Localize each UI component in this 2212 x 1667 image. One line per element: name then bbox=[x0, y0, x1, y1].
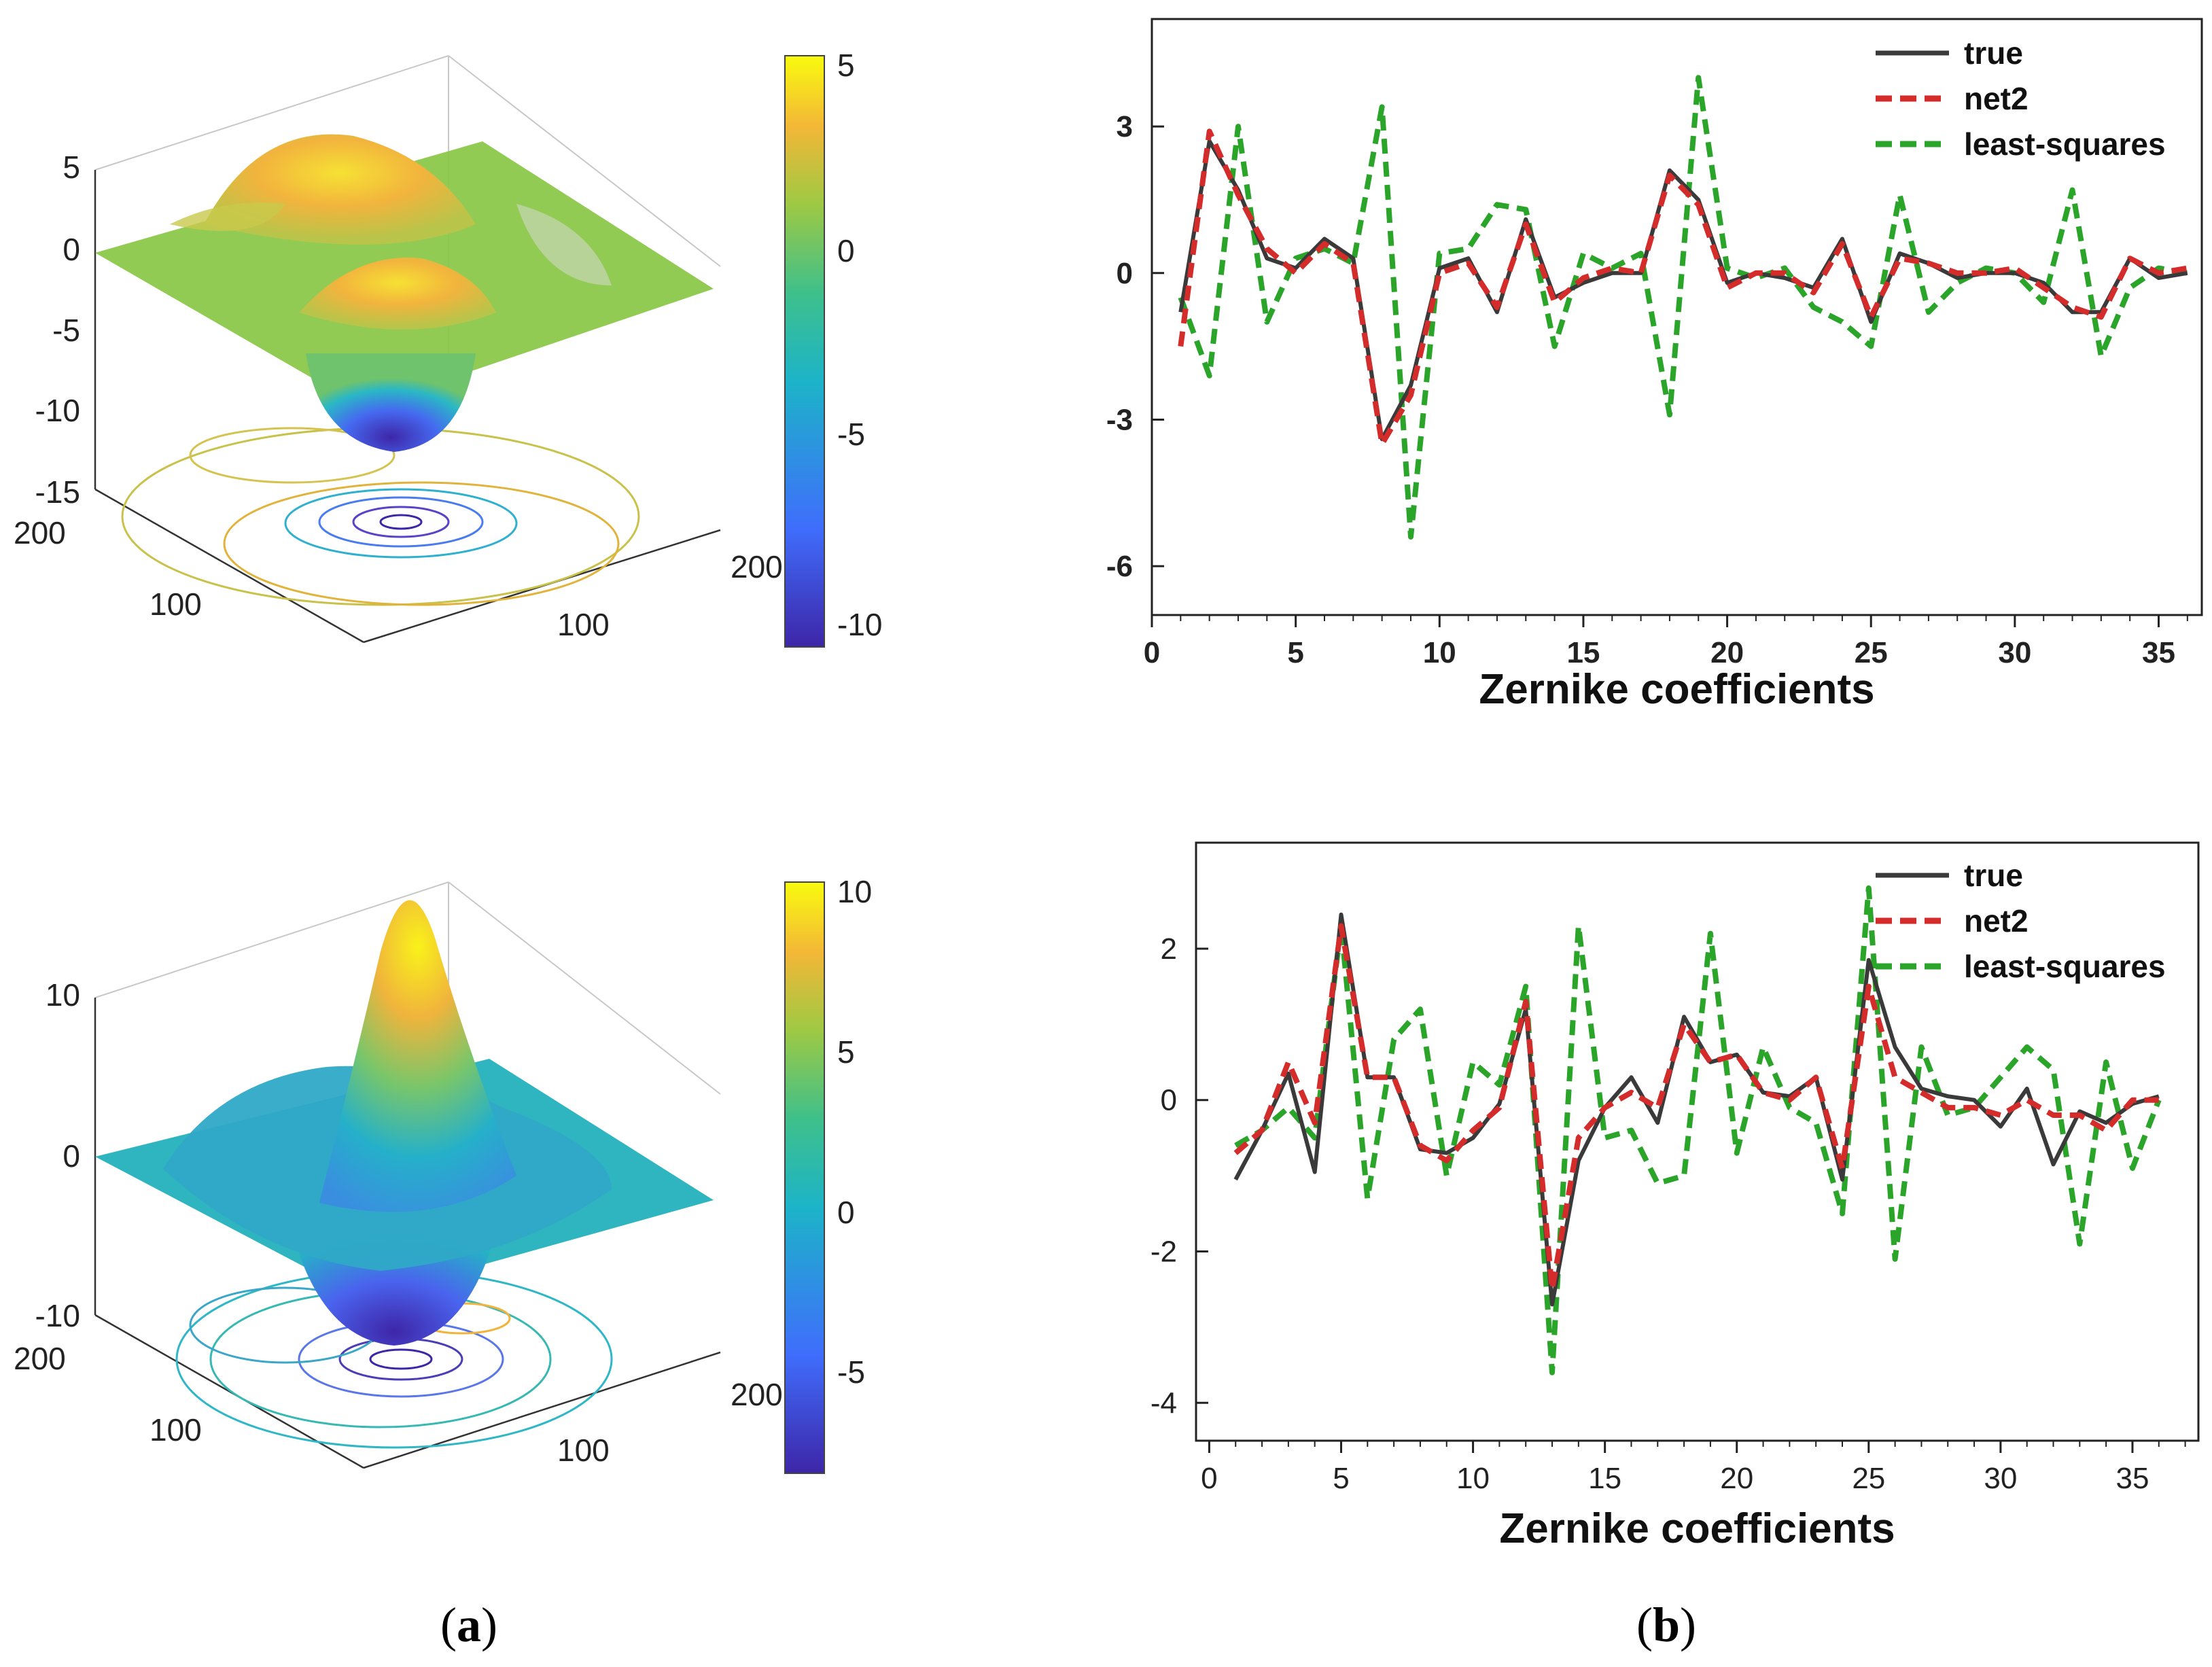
x-tick-label: 5 bbox=[1333, 1462, 1349, 1495]
y-axis-tick: 100 bbox=[150, 586, 202, 622]
z-tick: 0 bbox=[63, 1138, 80, 1174]
series-line-least-squares bbox=[1234, 885, 2162, 1375]
x-tick-label: 10 bbox=[1423, 636, 1456, 669]
x-axis-tick: 100 bbox=[557, 607, 610, 642]
z-tick: 5 bbox=[63, 150, 80, 185]
x-axis-tick: 200 bbox=[731, 549, 783, 584]
x-tick-label: 15 bbox=[1566, 636, 1600, 669]
caption-letter: b bbox=[1652, 1598, 1681, 1652]
y-tick-label: -4 bbox=[1151, 1386, 1177, 1420]
caption-paren: ( bbox=[440, 1598, 457, 1652]
y-tick-label: -2 bbox=[1151, 1235, 1177, 1269]
z-tick: -15 bbox=[35, 474, 80, 510]
z-tick: 10 bbox=[46, 977, 80, 1013]
y-axis-tick: 100 bbox=[150, 1412, 202, 1447]
legend-label-net2: net2 bbox=[1964, 903, 2029, 938]
x-tick-label: 20 bbox=[1710, 636, 1744, 669]
x-tick-label: 25 bbox=[1852, 1462, 1885, 1495]
y-tick-label: -6 bbox=[1106, 550, 1133, 583]
caption-paren: ( bbox=[1636, 1598, 1653, 1652]
caption-letter: a bbox=[456, 1598, 481, 1652]
colorbar-ticks: 5 0 -5 -10 bbox=[837, 48, 882, 642]
legend-label-least-squares: least-squares bbox=[1964, 949, 2166, 984]
y-tick-label: 3 bbox=[1117, 110, 1133, 143]
legend-label-least-squares: least-squares bbox=[1964, 126, 2166, 162]
x-tick-label: 25 bbox=[1855, 636, 1888, 669]
colorbar-tick: -5 bbox=[837, 417, 865, 452]
colorbar-tick: -10 bbox=[837, 607, 882, 642]
z-tick: -10 bbox=[35, 1298, 80, 1333]
z-ticks: 10 0 -10 bbox=[35, 977, 80, 1333]
surface-hump-2 bbox=[299, 258, 496, 330]
x-tick-label: 35 bbox=[2142, 636, 2175, 669]
colorbar bbox=[784, 55, 825, 648]
colorbar-ticks: 10 5 0 -5 bbox=[837, 874, 872, 1390]
z-tick: -5 bbox=[52, 313, 80, 348]
colorbar bbox=[784, 881, 825, 1474]
z-ticks: 5 0 -5 -10 -15 bbox=[35, 150, 80, 510]
surface-bowl bbox=[306, 353, 476, 452]
surface-plot-1: 5 0 -5 -10 -15 200 100 100 200 5 0 -5 -1… bbox=[14, 48, 882, 648]
surface-plot-2: 10 0 -10 200 100 100 200 10 5 0 -5 bbox=[14, 874, 872, 1474]
y-tick-label: 2 bbox=[1161, 932, 1177, 966]
z-tick: 0 bbox=[63, 232, 80, 267]
plot-frame bbox=[1151, 18, 2203, 616]
y-tick-label: -3 bbox=[1106, 403, 1133, 436]
caption-paren: ) bbox=[480, 1598, 497, 1652]
x-tick-label: 30 bbox=[1998, 636, 2031, 669]
x-tick-label: 0 bbox=[1144, 636, 1160, 669]
floor-ticks: 200 100 100 200 bbox=[14, 1341, 783, 1468]
series-line-least-squares bbox=[1178, 75, 2188, 540]
surface-peak bbox=[319, 900, 516, 1212]
series-line-net2 bbox=[1178, 128, 2188, 447]
plot-frame bbox=[1195, 841, 2200, 1442]
colorbar-tick: 0 bbox=[837, 1195, 855, 1230]
x-tick-label: 0 bbox=[1201, 1462, 1217, 1495]
floor-ticks: 200 100 100 200 bbox=[14, 515, 783, 642]
x-tick-label: 5 bbox=[1287, 636, 1303, 669]
colorbar-tick: 0 bbox=[837, 233, 855, 268]
colorbar-tick: 10 bbox=[837, 874, 872, 909]
z-tick: -10 bbox=[35, 393, 80, 428]
x-tick-label: 10 bbox=[1456, 1462, 1490, 1495]
x-tick-label: 20 bbox=[1720, 1462, 1753, 1495]
y-axis-tick: 200 bbox=[14, 1341, 66, 1376]
x-tick-label: 30 bbox=[1984, 1462, 2017, 1495]
colorbar-tick: -5 bbox=[837, 1354, 865, 1390]
legend-label-net2: net2 bbox=[1964, 81, 2029, 116]
legend-label-true: true bbox=[1964, 858, 2023, 893]
x-tick-label: 35 bbox=[2116, 1462, 2149, 1495]
x-tick-label: 15 bbox=[1588, 1462, 1621, 1495]
y-axis-tick: 200 bbox=[14, 515, 66, 550]
colorbar-tick: 5 bbox=[837, 1034, 855, 1070]
x-axis-label: Zernike coefficients bbox=[1499, 1505, 1895, 1552]
legend-label-true: true bbox=[1964, 35, 2023, 71]
caption-b: (b) bbox=[1636, 1597, 1696, 1653]
x-axis-tick: 200 bbox=[731, 1377, 783, 1412]
x-axis-tick: 100 bbox=[557, 1433, 610, 1468]
x-axis-label: Zernike coefficients bbox=[1479, 666, 1874, 713]
caption-a: (a) bbox=[440, 1597, 497, 1653]
colorbar-tick: 5 bbox=[837, 48, 855, 83]
y-tick-label: 0 bbox=[1117, 257, 1133, 290]
caption-paren: ) bbox=[1680, 1598, 1697, 1652]
y-tick-label: 0 bbox=[1161, 1084, 1177, 1117]
